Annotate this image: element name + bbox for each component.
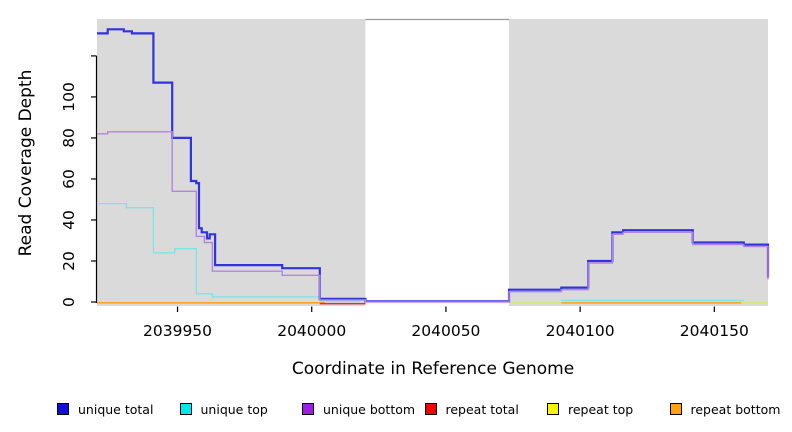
masked-region	[365, 19, 509, 306]
x-axis-label: Coordinate in Reference Genome	[292, 359, 574, 379]
y-tick-label: 60	[60, 169, 78, 189]
x-tick-label: 2040150	[680, 322, 749, 340]
chart-legend: unique total unique top unique bottom repea…	[57, 400, 792, 418]
y-tick-label: 0	[60, 297, 78, 307]
series-line-unique-bottom	[97, 131, 769, 303]
y-axis-label: Read Coverage Depth	[16, 70, 36, 257]
legend-swatch-unique-bottom	[302, 403, 314, 415]
legend-label-repeat-top: repeat top	[568, 401, 634, 417]
x-tick-label: 2039950	[143, 322, 212, 340]
legend-swatch-unique-total	[57, 403, 69, 415]
legend-item-repeat-top: repeat top	[547, 400, 670, 418]
y-tick-label: 100	[60, 82, 78, 112]
legend-item-unique-top: unique top	[179, 400, 303, 418]
x-tick-label: 2040000	[277, 322, 346, 340]
legend-label-unique-bottom: unique bottom	[323, 401, 416, 417]
x-tick-label: 2040050	[411, 322, 480, 340]
legend-label-repeat-total: repeat total	[445, 401, 519, 417]
legend-item-unique-total: unique total	[57, 400, 180, 418]
x-tick-label: 2040100	[546, 322, 615, 340]
legend-item-repeat-bottom: repeat bottom	[669, 400, 792, 418]
legend-item-repeat-total: repeat total	[424, 400, 548, 418]
legend-swatch-repeat-top	[547, 403, 559, 415]
legend-swatch-repeat-total	[424, 403, 437, 415]
series-line-unique-top	[97, 202, 360, 302]
y-tick-label: 80	[60, 128, 78, 148]
legend-item-unique-bottom: unique bottom	[302, 400, 425, 418]
legend-swatch-repeat-bottom	[669, 403, 682, 415]
y-tick-label: 20	[60, 251, 78, 271]
legend-swatch-unique-top	[179, 403, 192, 415]
legend-label-unique-total: unique total	[78, 401, 154, 417]
legend-label-unique-top: unique top	[200, 401, 268, 417]
legend-label-repeat-bottom: repeat bottom	[690, 401, 781, 417]
series-line-unique-total	[97, 28, 770, 303]
y-tick-label: 40	[60, 210, 78, 230]
